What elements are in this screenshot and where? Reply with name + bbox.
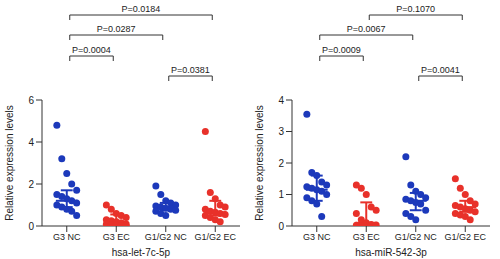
svg-text:G1/G2 EC: G1/G2 EC [194,232,236,242]
svg-text:2: 2 [28,179,34,190]
svg-text:3: 3 [278,126,284,137]
svg-text:hsa-miR-542-3p: hsa-miR-542-3p [355,247,427,258]
svg-text:2: 2 [278,158,284,169]
svg-text:G1/G2 NC: G1/G2 NC [395,232,438,242]
svg-text:0: 0 [28,221,34,232]
svg-text:6: 6 [28,95,34,106]
svg-text:G1/G2 EC: G1/G2 EC [444,232,486,242]
svg-text:P=0.0184: P=0.0184 [122,4,161,14]
svg-text:G3 EC: G3 EC [353,232,381,242]
svg-text:0: 0 [278,221,284,232]
svg-text:Relative expression levels: Relative expression levels [8,105,15,221]
svg-text:G1/G2 NC: G1/G2 NC [145,232,188,242]
svg-text:G3 NC: G3 NC [303,232,331,242]
svg-text:P=0.0287: P=0.0287 [97,24,136,34]
svg-text:P=0.0004: P=0.0004 [72,45,111,55]
svg-text:4: 4 [278,95,284,106]
svg-text:P=0.0041: P=0.0041 [421,65,460,75]
svg-text:P=0.1070: P=0.1070 [396,4,435,14]
svg-text:P=0.0067: P=0.0067 [347,24,386,34]
svg-text:hsa-let-7c-5p: hsa-let-7c-5p [112,247,171,258]
svg-text:P=0.0381: P=0.0381 [171,65,210,75]
svg-text:Relative expression levels: Relative expression levels [254,105,265,221]
svg-text:G3 EC: G3 EC [103,232,131,242]
svg-text:1: 1 [278,189,284,200]
svg-text:P=0.0009: P=0.0009 [322,45,361,55]
svg-text:G3 NC: G3 NC [53,232,81,242]
svg-text:4: 4 [28,137,34,148]
